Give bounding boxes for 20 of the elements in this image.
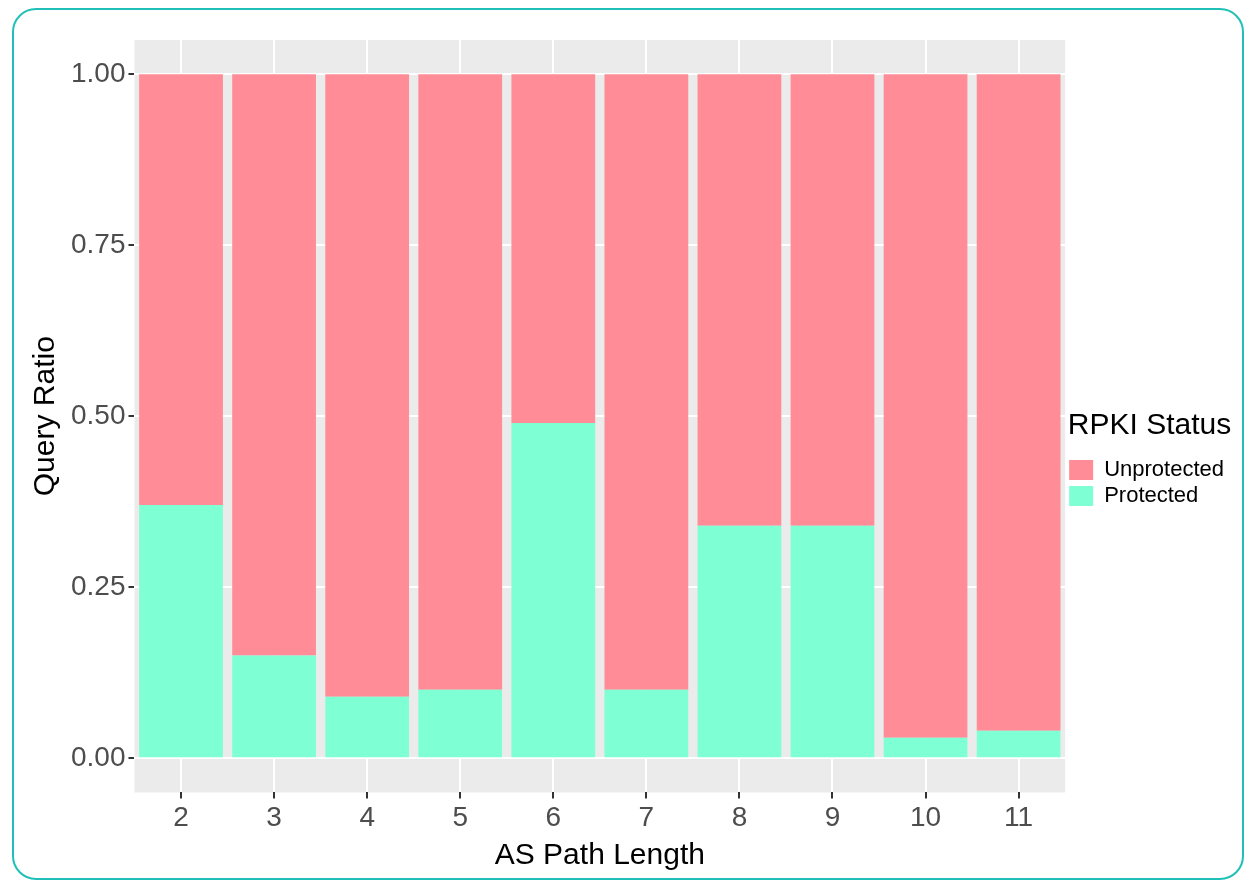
x-tick-label: 2 bbox=[173, 800, 189, 832]
y-axis-title: Query Ratio bbox=[27, 336, 61, 497]
legend-title: RPKI Status bbox=[1067, 407, 1232, 441]
x-tick-label: 7 bbox=[638, 800, 655, 832]
x-tick-label: 8 bbox=[731, 800, 748, 832]
x-tick-label: 10 bbox=[909, 800, 942, 832]
legend-label: Unprotected bbox=[1104, 456, 1225, 482]
y-tick-label: 0.25 bbox=[71, 569, 126, 601]
x-tick-label: 4 bbox=[359, 800, 375, 832]
x-tick-label: 11 bbox=[1004, 800, 1034, 832]
x-tick-label: 6 bbox=[545, 800, 562, 832]
y-tick-label: 0.00 bbox=[71, 740, 126, 772]
x-tick-label: 9 bbox=[824, 800, 841, 832]
x-tick-label: 3 bbox=[266, 800, 282, 832]
x-tick-label: 5 bbox=[452, 800, 469, 832]
x-axis-title: AS Path Length bbox=[494, 837, 705, 871]
y-tick-label: 0.75 bbox=[71, 227, 126, 259]
legend-label: Protected bbox=[1104, 482, 1199, 508]
y-tick-label: 1.00 bbox=[71, 56, 126, 88]
y-tick-label: 0.50 bbox=[71, 398, 126, 430]
